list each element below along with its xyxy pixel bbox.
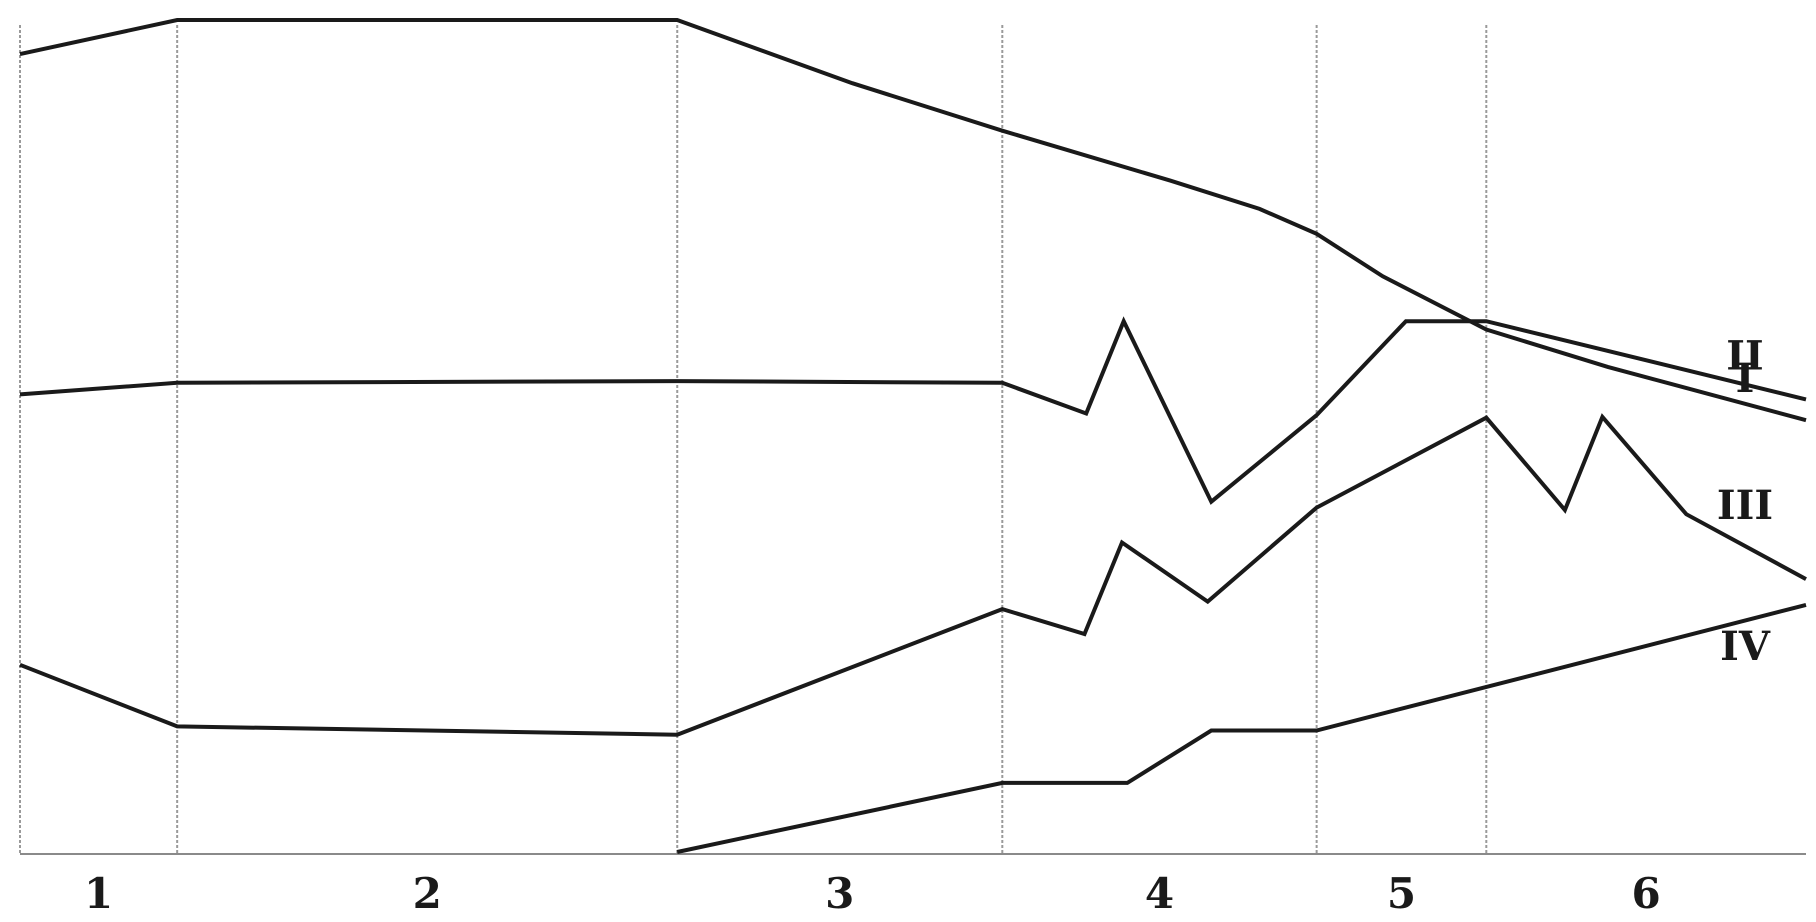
series-line-ii xyxy=(19,316,1807,505)
series-lines xyxy=(19,18,1807,854)
zone-label: 2 xyxy=(413,869,442,918)
series-label-iii: III xyxy=(1717,482,1773,529)
zone-labels: 1 2 3 4 5 6 xyxy=(84,869,1661,918)
zone-label: 4 xyxy=(1145,869,1174,918)
series-label-iv: IV xyxy=(1720,623,1771,670)
zone-dividers xyxy=(19,25,1806,855)
series-line-i xyxy=(19,18,1807,423)
zone-label: 6 xyxy=(1632,869,1661,918)
zone-label: 5 xyxy=(1387,869,1416,918)
series-label-ii: II xyxy=(1726,332,1763,379)
zone-label: 1 xyxy=(84,869,113,918)
series-label-i: I xyxy=(1736,355,1755,402)
zone-label: 3 xyxy=(825,869,854,918)
series-line-iv xyxy=(676,602,1807,854)
series-line-iii xyxy=(19,413,1807,737)
